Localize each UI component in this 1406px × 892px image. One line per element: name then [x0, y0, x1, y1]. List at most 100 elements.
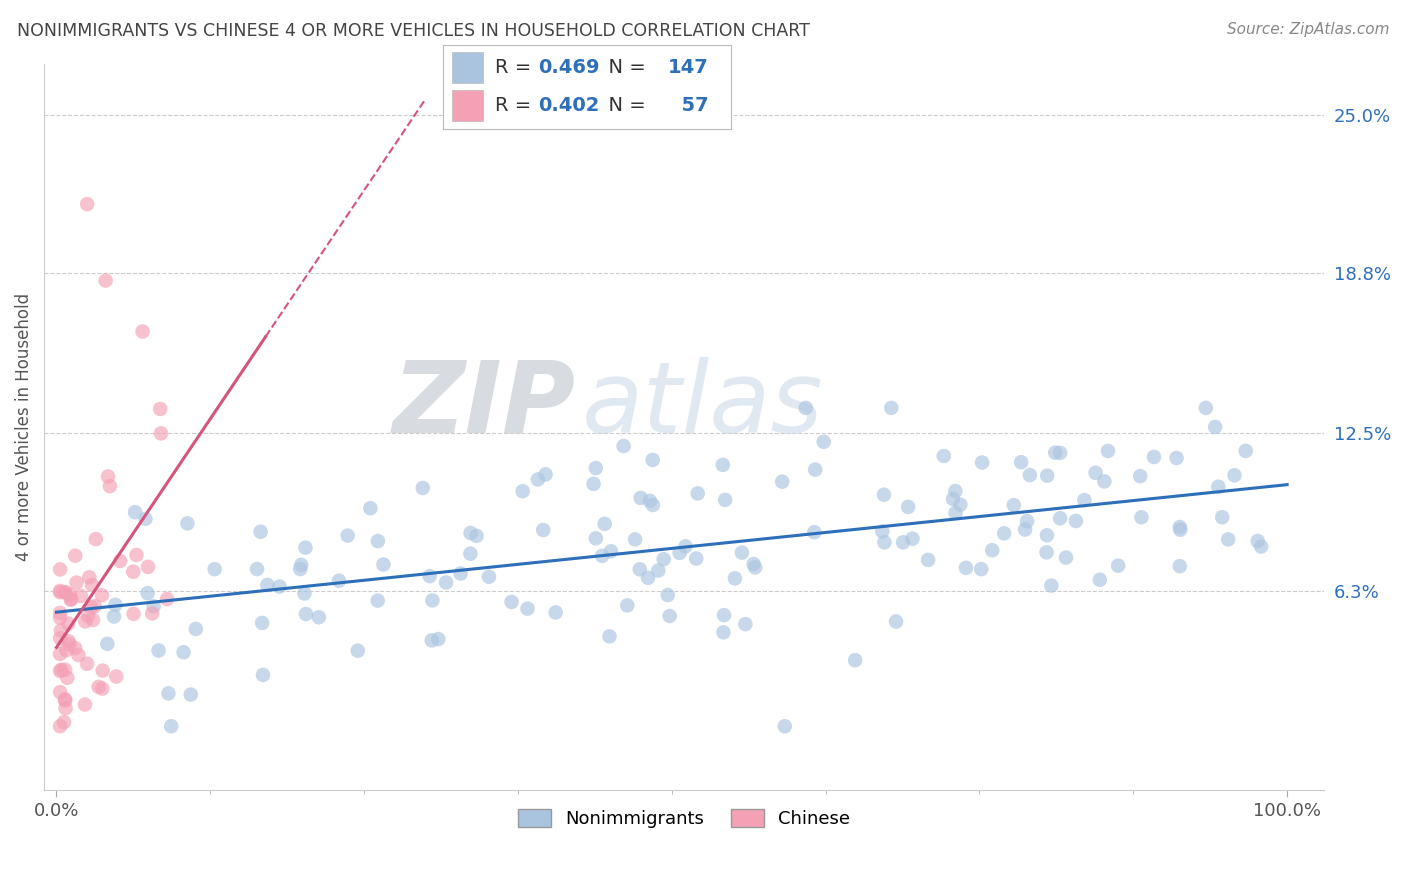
- Point: [897, 500, 920, 514]
- Point: [1223, 468, 1246, 483]
- Point: [1073, 493, 1095, 508]
- Point: [65, 575, 87, 590]
- Point: [794, 401, 817, 415]
- Point: [970, 562, 993, 576]
- Point: [249, 524, 271, 539]
- Text: N =: N =: [596, 96, 651, 115]
- Point: [308, 610, 330, 624]
- Point: [734, 617, 756, 632]
- Point: [945, 506, 967, 520]
- Point: [1002, 498, 1025, 512]
- Point: [125, 548, 148, 562]
- Point: [53, 692, 76, 706]
- Point: [76, 197, 98, 211]
- Point: [981, 543, 1004, 558]
- Text: N =: N =: [596, 58, 651, 77]
- Point: [84, 532, 107, 546]
- Point: [657, 588, 679, 602]
- Point: [87, 680, 110, 694]
- Point: [49, 631, 72, 645]
- Point: [1107, 558, 1129, 573]
- Point: [873, 535, 896, 549]
- Point: [53, 693, 76, 707]
- Point: [714, 492, 737, 507]
- Point: [1166, 450, 1188, 465]
- Point: [75, 615, 97, 629]
- Point: [122, 565, 145, 579]
- Point: [1247, 534, 1270, 549]
- Point: [141, 607, 163, 621]
- Point: [256, 578, 278, 592]
- Point: [591, 549, 613, 563]
- Point: [91, 681, 114, 696]
- Point: [686, 486, 709, 500]
- Point: [637, 571, 659, 585]
- Point: [713, 608, 735, 623]
- Point: [731, 546, 754, 560]
- Point: [1092, 475, 1115, 489]
- Point: [77, 609, 100, 624]
- Point: [949, 498, 972, 512]
- Point: [49, 583, 72, 598]
- Point: [932, 449, 955, 463]
- Point: [79, 570, 101, 584]
- Point: [97, 469, 120, 483]
- Point: [58, 637, 80, 651]
- Point: [917, 553, 939, 567]
- Point: [269, 580, 291, 594]
- Point: [724, 571, 747, 585]
- Point: [1250, 540, 1272, 554]
- Point: [94, 274, 117, 288]
- Point: [803, 525, 825, 540]
- Point: [1204, 420, 1226, 434]
- Point: [1010, 455, 1032, 469]
- Text: Source: ZipAtlas.com: Source: ZipAtlas.com: [1226, 22, 1389, 37]
- Point: [58, 616, 80, 631]
- Point: [105, 669, 128, 683]
- Point: [103, 609, 125, 624]
- Point: [359, 501, 381, 516]
- Point: [63, 640, 86, 655]
- Point: [742, 557, 765, 571]
- Point: [65, 549, 87, 563]
- Point: [290, 558, 312, 572]
- Point: [53, 585, 76, 599]
- Point: [150, 426, 173, 441]
- Point: [336, 528, 359, 542]
- Text: 0.469: 0.469: [538, 58, 599, 77]
- Point: [367, 534, 389, 549]
- Point: [1088, 573, 1111, 587]
- Point: [80, 578, 103, 592]
- Point: [419, 569, 441, 583]
- Point: [49, 719, 72, 733]
- Point: [1143, 450, 1166, 464]
- Point: [585, 531, 607, 545]
- Point: [770, 475, 793, 489]
- Point: [434, 575, 457, 590]
- Point: [658, 609, 681, 624]
- Point: [641, 498, 664, 512]
- Point: [1211, 510, 1233, 524]
- Text: 0.402: 0.402: [538, 96, 599, 115]
- Point: [156, 592, 179, 607]
- Point: [1049, 446, 1071, 460]
- Point: [49, 606, 72, 620]
- Text: atlas: atlas: [582, 357, 824, 454]
- Point: [136, 586, 159, 600]
- Point: [76, 657, 98, 671]
- Point: [478, 570, 501, 584]
- Point: [157, 686, 180, 700]
- Point: [96, 637, 118, 651]
- Point: [1234, 443, 1257, 458]
- Point: [1049, 511, 1071, 525]
- Point: [1168, 523, 1191, 537]
- Point: [149, 401, 172, 416]
- Point: [180, 688, 202, 702]
- Point: [80, 600, 103, 615]
- Point: [773, 719, 796, 733]
- Point: [1218, 533, 1240, 547]
- Point: [51, 663, 73, 677]
- Point: [501, 595, 523, 609]
- Point: [1208, 480, 1230, 494]
- Point: [1045, 445, 1067, 459]
